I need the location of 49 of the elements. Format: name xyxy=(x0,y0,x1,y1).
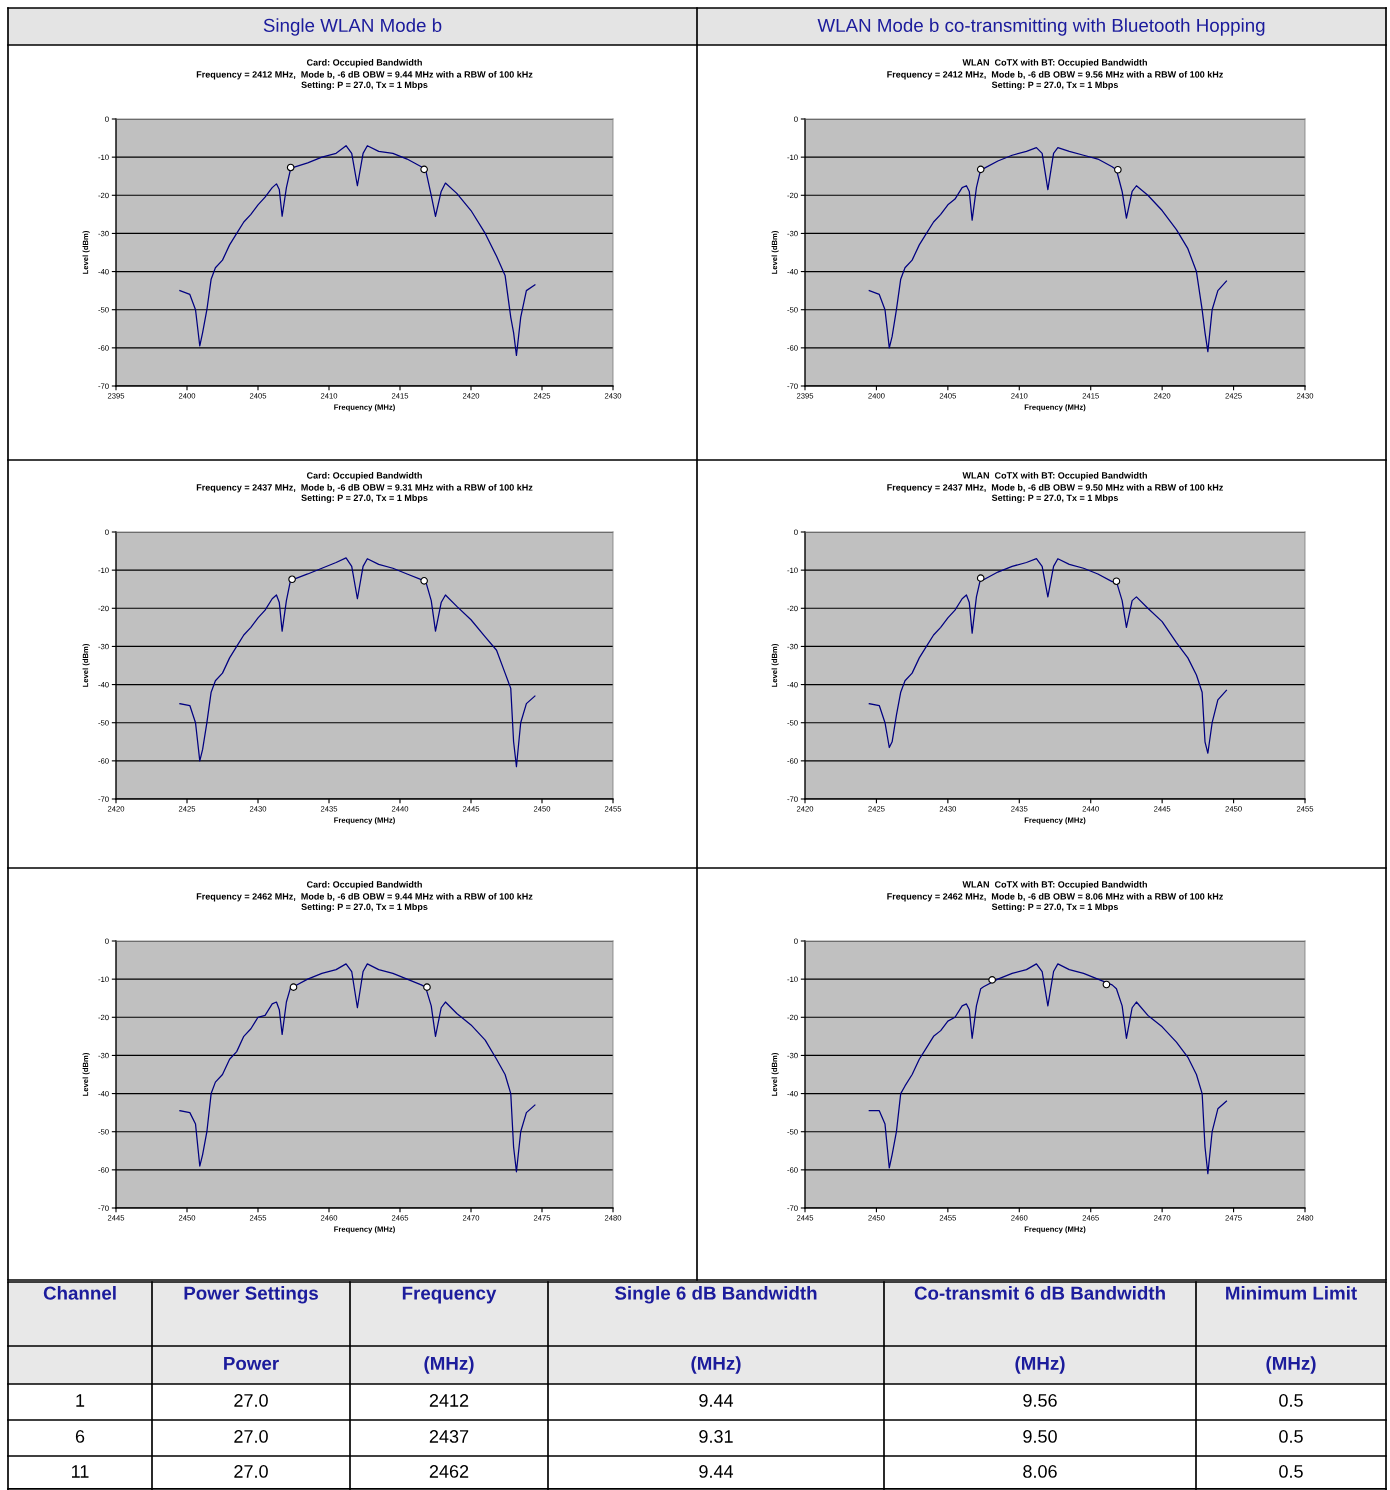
text: (MHz) xyxy=(424,1356,474,1374)
chart-title: Card: Occupied Bandwidth xyxy=(306,59,422,68)
text: (MHz) xyxy=(1015,1356,1065,1374)
chart-subtitle: Frequency = 2462 MHz, Mode b, -6 dB OBW = 9.44 MHz with a RBW of 100 kHz Setting: P = 27.0, Tx = 1 Mbps xyxy=(196,893,533,912)
text: (MHz) xyxy=(691,1356,741,1374)
chart-subtitle: Frequency = 2437 MHz, Mode b, -6 dB OBW = 9.50 MHz with a RBW of 100 kHz Setting: P = 27.0, Tx = 1 Mbps xyxy=(887,484,1223,503)
text: Single WLAN Mode b xyxy=(263,18,442,36)
text: 2462 xyxy=(429,1465,469,1478)
line-series xyxy=(179,557,536,768)
line-series xyxy=(868,558,1228,754)
text: 2412 xyxy=(429,1394,469,1407)
chart-subtitle: Frequency = 2462 MHz, Mode b, -6 dB OBW = 8.06 MHz with a RBW of 100 kHz Setting: P = 27.0, Tx = 1 Mbps xyxy=(887,893,1223,912)
chart-title: WLAN CoTX with BT: Occupied Bandwidth xyxy=(962,59,1147,68)
text: 8.06 xyxy=(1023,1465,1057,1478)
text: 0.5 xyxy=(1279,1430,1303,1443)
line-series xyxy=(179,145,536,357)
line-series xyxy=(868,146,1228,353)
text: 11 xyxy=(72,1465,89,1478)
text: Single 6 dB Bandwidth xyxy=(614,1286,817,1304)
text: 9.56 xyxy=(1023,1394,1057,1407)
text: Frequency xyxy=(402,1286,497,1304)
text: WLAN Mode b co-transmitting with Bluetooth Hopping xyxy=(817,18,1265,36)
chart-title: Card: Occupied Bandwidth xyxy=(306,472,422,481)
text: 27.0 xyxy=(234,1430,268,1443)
line-series xyxy=(868,963,1228,1175)
text: Co-transmit 6 dB Bandwidth xyxy=(914,1286,1165,1300)
text: Power Settings xyxy=(184,1286,318,1304)
text: 0.5 xyxy=(1279,1465,1303,1478)
text: 9.44 xyxy=(699,1465,734,1478)
text: 2437 xyxy=(429,1430,469,1443)
chart-subtitle: Frequency = 2412 MHz, Mode b, -6 dB OBW = 9.44 MHz with a RBW of 100 kHz Setting: P = 27.0, Tx = 1 Mbps xyxy=(196,71,533,90)
chart-title: Card: Occupied Bandwidth xyxy=(306,881,422,890)
text: 9.31 xyxy=(699,1430,733,1443)
line-series xyxy=(179,963,536,1173)
text: 27.0 xyxy=(234,1465,268,1478)
text: (MHz) xyxy=(1266,1356,1316,1374)
text: 9.44 xyxy=(699,1394,734,1407)
text: Channel xyxy=(43,1286,116,1300)
chart-title: WLAN CoTX with BT: Occupied Bandwidth xyxy=(962,472,1147,481)
text: Power xyxy=(224,1356,279,1371)
text: 27.0 xyxy=(234,1394,268,1407)
text: 1 xyxy=(76,1394,85,1407)
text: Minimum Limit xyxy=(1226,1286,1357,1300)
text: 9.50 xyxy=(1023,1430,1057,1443)
chart-title: WLAN CoTX with BT: Occupied Bandwidth xyxy=(962,881,1147,890)
chart-subtitle: Frequency = 2412 MHz, Mode b, -6 dB OBW = 9.56 MHz with a RBW of 100 kHz Setting: P = 27.0, Tx = 1 Mbps xyxy=(887,71,1223,90)
text: 0.5 xyxy=(1279,1394,1303,1407)
text: 6 xyxy=(75,1430,85,1443)
chart-subtitle: Frequency = 2437 MHz, Mode b, -6 dB OBW = 9.31 MHz with a RBW of 100 kHz Setting: P = 27.0, Tx = 1 Mbps xyxy=(196,484,533,503)
